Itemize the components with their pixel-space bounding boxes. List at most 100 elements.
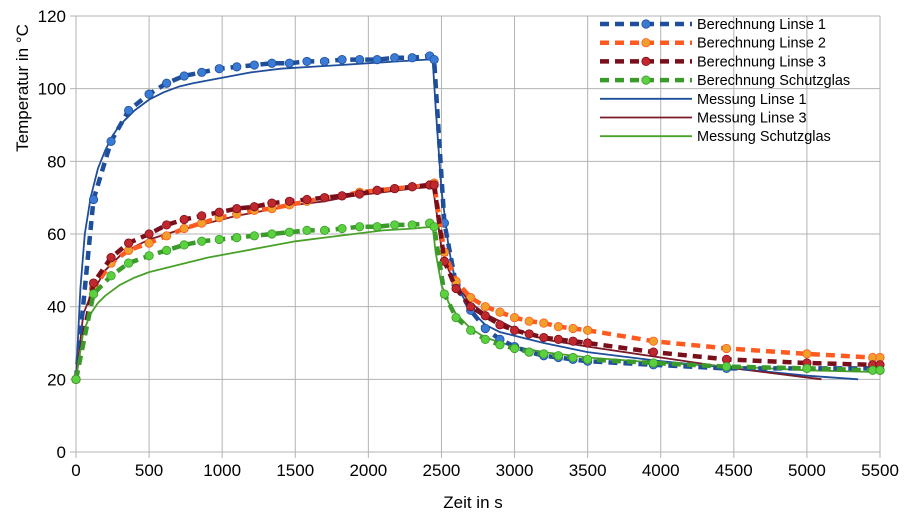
data-point: [232, 62, 242, 72]
data-point: [429, 54, 439, 65]
data-point: [179, 214, 189, 225]
legend-marker: [641, 38, 651, 48]
data-point: [144, 238, 154, 248]
data-point: [337, 54, 347, 65]
y-tick-label: 120: [38, 7, 66, 26]
data-point: [524, 316, 534, 326]
data-point: [319, 56, 330, 67]
data-point: [124, 258, 134, 268]
data-point: [179, 240, 189, 250]
data-point: [439, 289, 449, 299]
legend: Berechnung Linse 1 Berechnung Linse 2 Bere…: [600, 17, 850, 145]
data-point: [124, 105, 134, 116]
data-point: [354, 189, 365, 199]
legend-label: Berechnung Linse 2: [697, 36, 826, 52]
data-point: [267, 58, 277, 68]
data-point: [407, 53, 417, 63]
data-point: [648, 336, 659, 346]
tick-labels: 0 500 1000 1500 2000 2500 3000 3500 4000 4500 5000…: [38, 7, 899, 480]
x-tick-label: 2500: [423, 461, 461, 480]
data-point: [302, 56, 312, 67]
x-tick-label: 5000: [788, 461, 826, 480]
data-point: [648, 347, 659, 357]
data-point: [553, 351, 564, 361]
x-tick-label: 5500: [861, 461, 899, 480]
series-line: [75, 185, 822, 381]
series-line: [73, 180, 880, 380]
data-point: [144, 89, 154, 99]
data-point: [302, 194, 312, 205]
data-point: [354, 54, 365, 65]
legend-marker: [641, 19, 651, 29]
data-point: [319, 193, 330, 203]
data-point: [802, 349, 812, 359]
data-point: [162, 231, 172, 241]
data-point: [390, 183, 400, 194]
data-point: [232, 233, 242, 243]
legend-item: Berechnung Linse 3: [600, 54, 826, 70]
x-tick-label: 1500: [276, 461, 314, 480]
data-point: [539, 318, 549, 328]
legend-label: Messung Linse 1: [697, 92, 807, 108]
data-point: [539, 332, 549, 343]
data-point: [524, 329, 534, 339]
data-point: [162, 220, 172, 230]
legend-label: Messung Linse 3: [697, 111, 807, 127]
data-point: [583, 338, 593, 348]
data-point: [553, 322, 564, 332]
y-tick-label: 80: [47, 152, 66, 171]
series-berechnung-linse-3: [71, 180, 885, 384]
data-point: [466, 325, 476, 335]
legend-item: Berechnung Linse 1: [600, 17, 826, 33]
data-point: [451, 312, 461, 323]
data-point: [509, 312, 520, 323]
data-point: [480, 311, 490, 321]
data-point: [284, 227, 295, 237]
data-point: [466, 302, 476, 312]
data-point: [162, 78, 172, 88]
data-point: [162, 245, 172, 255]
data-point: [197, 211, 207, 221]
data-point: [509, 325, 520, 335]
y-tick-label: 20: [47, 370, 66, 389]
series-messung-linse-3: [75, 185, 822, 381]
data-point: [144, 229, 154, 239]
data-point: [480, 334, 490, 344]
series-berechnung-linse-2: [71, 178, 885, 384]
data-point: [144, 251, 154, 261]
data-point: [106, 136, 116, 146]
data-point: [232, 203, 242, 214]
data-point: [88, 194, 99, 205]
data-point: [302, 225, 312, 235]
legend-label: Berechnung Schutzglas: [697, 73, 850, 89]
legend-label: Berechnung Linse 3: [697, 54, 826, 70]
data-point: [390, 220, 400, 230]
y-tick-label: 100: [38, 80, 66, 99]
data-point: [721, 343, 732, 354]
legend-item: Messung Linse 1: [600, 92, 807, 108]
data-point: [721, 362, 732, 372]
data-point: [495, 340, 505, 350]
data-point: [509, 343, 520, 354]
data-point: [372, 222, 382, 232]
data-point: [179, 223, 189, 234]
legend-item: Berechnung Schutzglas: [600, 73, 850, 89]
data-point: [71, 374, 81, 384]
data-point: [390, 53, 400, 63]
data-point: [480, 302, 490, 312]
data-point: [429, 180, 439, 190]
x-tick-label: 3500: [569, 461, 607, 480]
data-point: [495, 320, 505, 330]
data-point: [214, 234, 224, 245]
data-point: [372, 185, 382, 195]
legend-marker: [641, 75, 651, 85]
data-point: [583, 354, 593, 364]
data-point: [214, 64, 224, 74]
data-point: [337, 191, 347, 201]
legend-item: Messung Schutzglas: [600, 129, 831, 145]
data-point: [553, 334, 564, 344]
data-point: [179, 71, 189, 81]
series-berechnung-schutzglas: [71, 218, 885, 384]
legend-label: Berechnung Linse 1: [697, 17, 826, 33]
